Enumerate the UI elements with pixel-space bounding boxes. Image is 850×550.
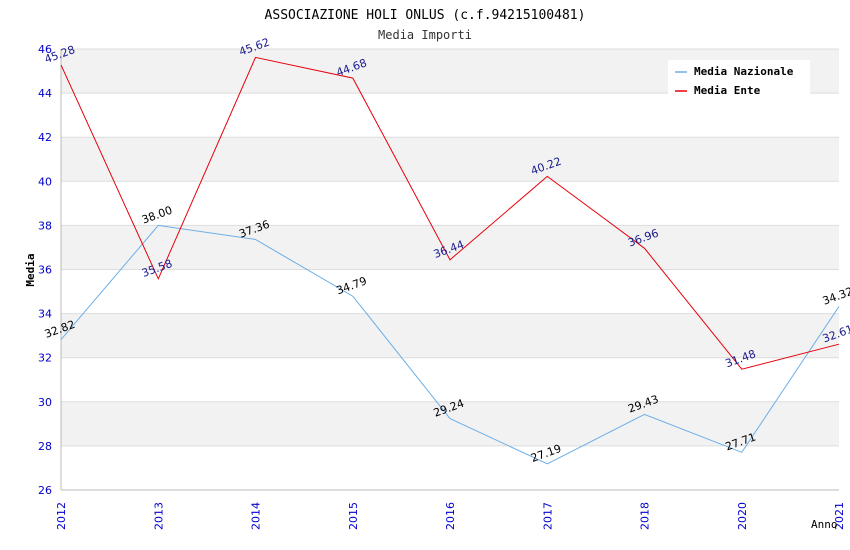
- y-tick-label: 36: [38, 264, 52, 277]
- y-tick-label: 32: [38, 352, 52, 365]
- gridlines: [61, 48, 839, 491]
- series-line-0: [60, 224, 840, 465]
- y-tick-labels: 26 28 30 32 34 36 38 40 42 44 46: [38, 43, 52, 497]
- x-tick-labels: 2012 2013 2014 2015 2016 2017 2018 2020 2021: [55, 502, 846, 530]
- y-tick-label: 46: [38, 43, 52, 56]
- plot-band: [61, 137, 839, 182]
- series-line-1: [60, 56, 840, 370]
- x-tick-label: 2014: [250, 502, 263, 530]
- legend-label-1: Media Ente: [694, 84, 761, 97]
- plot-bands: [61, 49, 839, 446]
- chart-title: ASSOCIAZIONE HOLI ONLUS (c.f.94215100481…: [265, 8, 586, 23]
- plot-band: [61, 401, 839, 446]
- x-tick-label: 2021: [833, 502, 846, 530]
- y-tick-label: 30: [38, 396, 52, 409]
- y-tick-label: 44: [38, 87, 52, 100]
- x-tick-label: 2020: [736, 502, 749, 530]
- series-lines: [60, 56, 840, 465]
- y-tick-label: 38: [38, 219, 52, 232]
- legend-label-0: Media Nazionale: [694, 65, 794, 78]
- data-label-0: 34.32: [821, 285, 850, 308]
- x-tick-label: 2015: [347, 502, 360, 530]
- legend-box: [668, 60, 810, 98]
- x-tick-label: 2017: [541, 502, 554, 530]
- x-tick-label: 2013: [152, 502, 165, 530]
- axes: [60, 49, 839, 491]
- y-axis-label: Media: [24, 253, 37, 286]
- data-label-0: 34.79: [335, 274, 369, 297]
- chart-subtitle: Media Importi: [378, 28, 472, 42]
- x-tick-label: 2018: [639, 502, 652, 530]
- plot-band: [61, 313, 839, 358]
- data-label-0: 38.00: [140, 204, 174, 227]
- y-tick-label: 28: [38, 440, 52, 453]
- y-tick-label: 26: [38, 484, 52, 497]
- x-tick-label: 2016: [444, 502, 457, 530]
- y-tick-label: 34: [38, 308, 52, 321]
- plot-band: [61, 225, 839, 270]
- x-tick-label: 2012: [55, 502, 68, 530]
- y-tick-label: 40: [38, 175, 52, 188]
- y-tick-label: 42: [38, 131, 52, 144]
- legend: Media Nazionale Media Ente: [668, 60, 810, 98]
- x-axis-label: Anno: [811, 518, 838, 531]
